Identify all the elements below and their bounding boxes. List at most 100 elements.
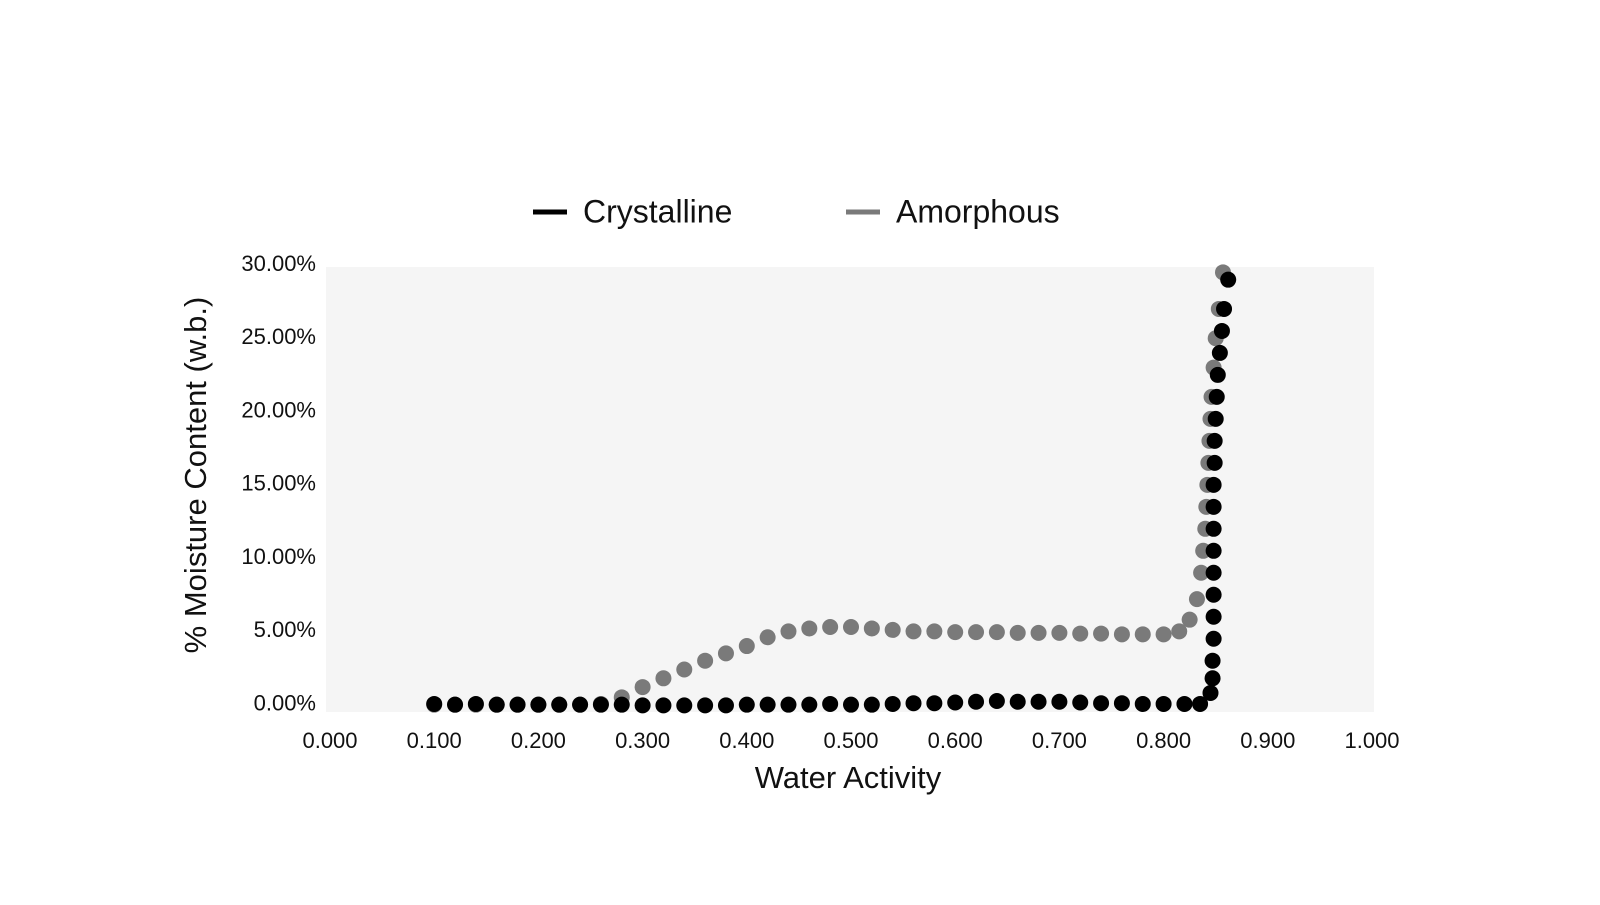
data-point xyxy=(759,696,776,713)
data-point xyxy=(634,697,651,714)
data-point xyxy=(1205,608,1222,625)
y-tick-label: 0.00% xyxy=(254,690,316,715)
data-point xyxy=(697,697,714,714)
data-point xyxy=(968,624,985,641)
data-point xyxy=(655,670,672,687)
y-tick-label: 5.00% xyxy=(254,617,316,642)
data-point xyxy=(926,623,943,640)
data-point xyxy=(592,696,609,713)
data-point xyxy=(717,645,734,662)
data-point xyxy=(1208,388,1225,405)
data-point xyxy=(488,696,505,713)
data-point xyxy=(1093,695,1110,712)
x-axis-title: Water Activity xyxy=(755,760,942,795)
data-point xyxy=(947,624,964,641)
data-point xyxy=(467,695,484,712)
data-point xyxy=(1113,626,1130,643)
data-point xyxy=(1216,300,1233,317)
data-point xyxy=(1192,695,1209,712)
x-tick-label: 0.400 xyxy=(719,728,774,753)
data-point xyxy=(801,620,818,637)
data-point xyxy=(1205,564,1222,581)
data-point xyxy=(1204,652,1221,669)
data-point xyxy=(551,696,568,713)
data-point xyxy=(780,696,797,713)
data-point xyxy=(1051,693,1068,710)
data-point xyxy=(1072,694,1089,711)
data-point xyxy=(1220,271,1237,288)
data-point xyxy=(1193,564,1210,581)
data-point xyxy=(1211,344,1228,361)
data-point xyxy=(1093,625,1110,642)
data-point xyxy=(1030,624,1047,641)
x-tick-label: 0.500 xyxy=(823,728,878,753)
x-tick-label: 0.300 xyxy=(615,728,670,753)
x-tick-label: 0.600 xyxy=(928,728,983,753)
data-point xyxy=(1207,410,1224,427)
data-point xyxy=(572,696,589,713)
data-point xyxy=(676,661,693,678)
data-point xyxy=(1051,624,1068,641)
y-tick-label: 20.00% xyxy=(241,397,316,422)
data-point xyxy=(947,694,964,711)
data-point xyxy=(738,638,755,655)
data-point xyxy=(1176,695,1193,712)
plot-area xyxy=(326,267,1374,712)
data-point xyxy=(1030,693,1047,710)
data-point xyxy=(1204,670,1221,687)
x-tick-label: 0.700 xyxy=(1032,728,1087,753)
data-point xyxy=(509,696,526,713)
data-point xyxy=(822,618,839,635)
data-point xyxy=(843,696,859,713)
y-tick-label: 25.00% xyxy=(241,324,316,349)
data-point xyxy=(988,693,1005,710)
y-tick-label: 30.00% xyxy=(241,251,316,276)
data-point xyxy=(1205,476,1222,493)
data-point xyxy=(1206,432,1223,449)
data-point xyxy=(863,620,880,637)
data-point xyxy=(717,697,734,714)
data-point xyxy=(447,696,464,713)
data-point xyxy=(530,696,547,713)
data-point xyxy=(884,621,901,638)
data-point xyxy=(1134,626,1151,643)
data-point xyxy=(926,695,943,712)
data-point xyxy=(697,652,714,669)
data-point xyxy=(988,624,1005,641)
data-point xyxy=(1009,693,1026,710)
data-point xyxy=(1155,626,1172,643)
data-point xyxy=(1171,623,1188,640)
x-tick-label: 0.900 xyxy=(1240,728,1295,753)
data-point xyxy=(1113,695,1130,712)
x-tick-label: 0.200 xyxy=(511,728,566,753)
y-tick-label: 15.00% xyxy=(241,471,316,496)
data-point xyxy=(1213,322,1230,339)
data-point xyxy=(905,623,922,640)
y-axis-title: % Moisture Content (w.b.) xyxy=(178,297,213,654)
data-point xyxy=(843,618,859,635)
x-tick-label: 1.000 xyxy=(1344,728,1399,753)
data-point xyxy=(1205,542,1222,559)
data-point xyxy=(1202,684,1219,701)
data-point xyxy=(1181,611,1198,628)
data-point xyxy=(1206,454,1223,471)
data-point xyxy=(822,695,839,712)
data-point xyxy=(801,696,818,713)
data-point xyxy=(863,696,880,713)
data-point xyxy=(634,679,651,696)
data-point xyxy=(613,696,630,713)
x-tick-label: 0.800 xyxy=(1136,728,1191,753)
data-point xyxy=(1205,498,1222,515)
legend-label: Crystalline xyxy=(583,193,732,229)
data-point xyxy=(1072,625,1089,642)
data-point xyxy=(1209,366,1226,383)
x-tick-label: 0.100 xyxy=(407,728,462,753)
data-point xyxy=(968,693,985,710)
data-point xyxy=(1009,624,1026,641)
data-point xyxy=(905,695,922,712)
x-tick-label: 0.000 xyxy=(302,728,357,753)
data-point xyxy=(1155,695,1172,712)
data-point xyxy=(738,696,755,713)
y-tick-label: 10.00% xyxy=(241,544,316,569)
